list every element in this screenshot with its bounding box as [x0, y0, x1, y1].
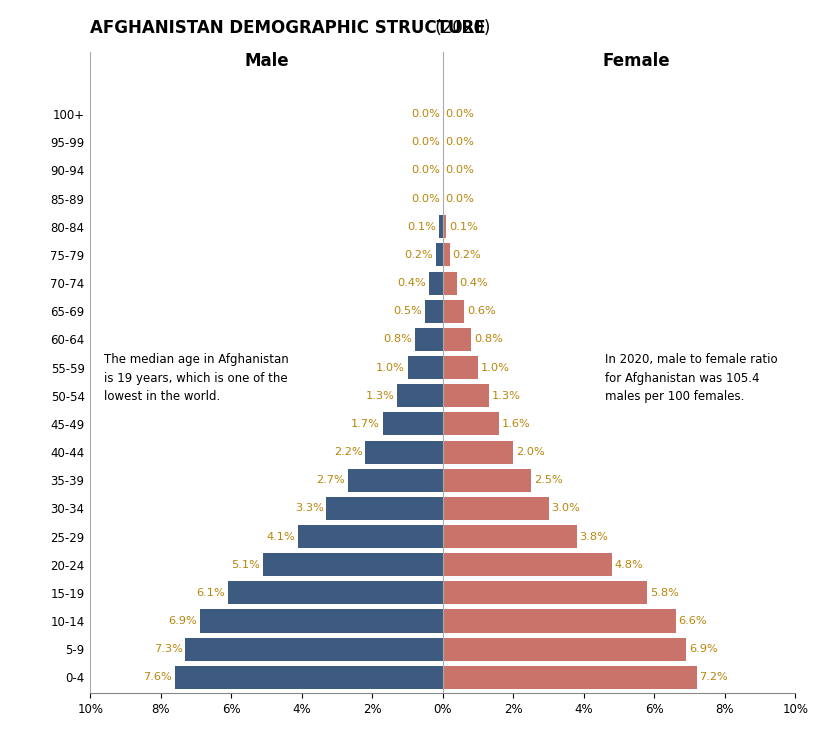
Text: 0.0%: 0.0% [410, 109, 440, 119]
Bar [442, 299, 464, 323]
Text: 5.1%: 5.1% [231, 559, 260, 570]
Text: 0.0%: 0.0% [445, 194, 474, 203]
Bar [442, 412, 499, 435]
Text: 5.8%: 5.8% [649, 588, 678, 598]
Bar [407, 356, 442, 379]
Bar [442, 609, 675, 633]
Bar [298, 525, 442, 548]
Bar [442, 666, 696, 689]
Bar [442, 244, 450, 267]
Bar [228, 581, 442, 604]
Text: 1.0%: 1.0% [480, 363, 509, 372]
Text: 0.8%: 0.8% [382, 335, 411, 344]
Text: (2020): (2020) [430, 19, 491, 37]
Text: 0.8%: 0.8% [473, 335, 502, 344]
Bar [414, 328, 442, 351]
Text: 1.3%: 1.3% [364, 390, 394, 401]
Text: 0.4%: 0.4% [396, 278, 425, 288]
Bar [442, 215, 446, 238]
Text: 0.1%: 0.1% [407, 222, 436, 232]
Bar [442, 271, 456, 294]
Text: 4.1%: 4.1% [266, 531, 295, 542]
Text: 2.2%: 2.2% [333, 447, 362, 457]
Bar [442, 554, 611, 576]
Bar [442, 440, 513, 463]
Text: 0.2%: 0.2% [404, 250, 432, 260]
Text: 7.2%: 7.2% [699, 672, 727, 682]
Text: 4.8%: 4.8% [614, 559, 643, 570]
Bar [424, 299, 442, 323]
Text: Female: Female [602, 52, 670, 71]
Bar [263, 554, 442, 576]
Text: 0.0%: 0.0% [445, 137, 474, 148]
Text: Male: Male [244, 52, 288, 71]
Bar [382, 412, 442, 435]
Text: 0.4%: 0.4% [459, 278, 488, 288]
Bar [199, 609, 442, 633]
Text: 1.3%: 1.3% [491, 390, 520, 401]
Text: 2.7%: 2.7% [315, 475, 344, 485]
Text: 1.7%: 1.7% [351, 419, 379, 429]
Text: 7.3%: 7.3% [153, 644, 183, 654]
Bar [442, 328, 470, 351]
Text: 1.6%: 1.6% [501, 419, 530, 429]
Text: 3.3%: 3.3% [294, 504, 324, 513]
Text: 2.0%: 2.0% [515, 447, 545, 457]
Bar [435, 244, 442, 267]
Bar [442, 356, 477, 379]
Text: 3.8%: 3.8% [579, 531, 608, 542]
Bar [442, 497, 548, 520]
Bar [442, 469, 530, 492]
Bar [326, 497, 442, 520]
Text: 2.5%: 2.5% [533, 475, 562, 485]
Text: 0.1%: 0.1% [449, 222, 477, 232]
Text: 0.0%: 0.0% [410, 137, 440, 148]
Text: 1.0%: 1.0% [375, 363, 405, 372]
Bar [442, 384, 488, 408]
Bar [347, 469, 442, 492]
Text: The median age in Afghanistan
is 19 years, which is one of the
lowest in the wor: The median age in Afghanistan is 19 year… [104, 353, 289, 404]
Text: 0.5%: 0.5% [393, 306, 422, 316]
Bar [185, 638, 442, 661]
Text: 0.6%: 0.6% [466, 306, 495, 316]
Text: 0.0%: 0.0% [410, 194, 440, 203]
Text: In 2020, male to female ratio
for Afghanistan was 105.4
males per 100 females.: In 2020, male to female ratio for Afghan… [604, 353, 776, 404]
Text: 6.6%: 6.6% [677, 616, 706, 626]
Text: AFGHANISTAN DEMOGRAPHIC STRUCTURE: AFGHANISTAN DEMOGRAPHIC STRUCTURE [90, 19, 485, 37]
Text: 0.0%: 0.0% [410, 165, 440, 175]
Text: 7.6%: 7.6% [143, 672, 172, 682]
Text: 0.0%: 0.0% [445, 165, 474, 175]
Bar [428, 271, 442, 294]
Bar [442, 581, 646, 604]
Text: 6.1%: 6.1% [196, 588, 224, 598]
Text: 0.0%: 0.0% [445, 109, 474, 119]
Text: 3.0%: 3.0% [550, 504, 580, 513]
Bar [174, 666, 442, 689]
Bar [442, 638, 686, 661]
Text: 6.9%: 6.9% [168, 616, 197, 626]
Text: 0.2%: 0.2% [452, 250, 481, 260]
Bar [442, 525, 576, 548]
Text: 6.9%: 6.9% [688, 644, 717, 654]
Bar [396, 384, 442, 408]
Bar [364, 440, 442, 463]
Bar [439, 215, 442, 238]
